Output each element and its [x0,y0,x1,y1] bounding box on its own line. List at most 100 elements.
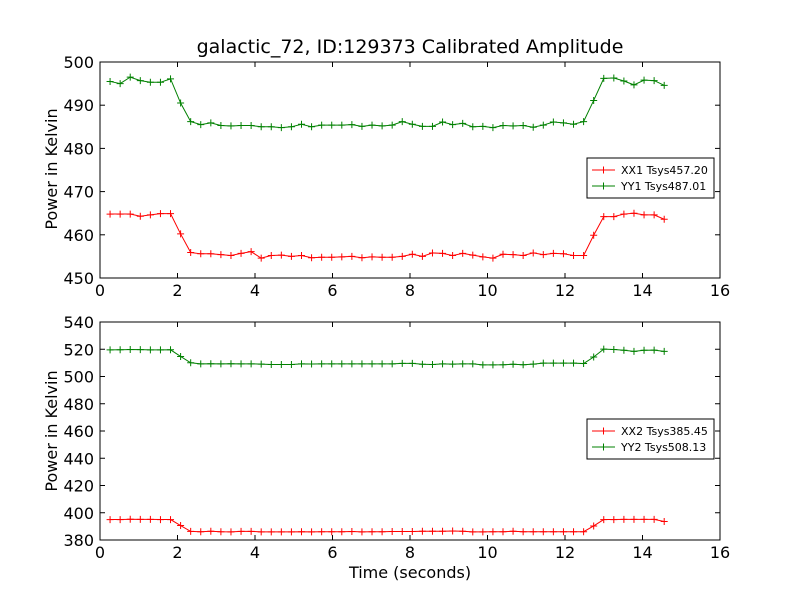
top-chart-ytick-label: 470 [63,183,94,202]
bottom-chart-series-0-point [338,528,346,536]
top-chart-series-0-point [267,252,275,260]
top-chart-series-1-point [570,120,578,128]
top-chart-series-0-point [539,251,547,259]
bottom-chart-series-1-point [428,361,436,369]
top-chart-series-0-point [298,252,305,260]
top-chart-series-0-point [650,211,658,219]
top-chart-series-0-point [469,251,477,259]
top-chart-series-1-point [499,122,507,130]
bottom-chart-series-1-point [277,361,285,369]
bottom-chart-series-0-point [277,528,285,536]
bottom-chart-series-0-point [640,515,648,523]
bottom-chart-series-1-point [348,360,356,368]
top-chart-series-1-point [640,76,648,84]
bottom-chart-series-0-point [207,527,215,535]
bottom-chart-series-0-point [630,515,638,523]
top-chart-series-1-point [368,121,376,129]
bottom-chart-series-1-point [136,346,144,354]
top-chart-xtick-label: 10 [477,281,497,300]
top-chart-series-0-point [418,252,426,260]
top-chart-series-0-point [237,249,245,257]
top-chart-series-1-point [318,121,326,129]
bottom-chart-series-0-point [499,528,507,536]
top-chart-series-1-point [388,121,396,129]
bottom-chart-series [106,345,668,536]
bottom-chart-series-1-point [358,360,366,368]
top-chart-legend-marker-1 [600,182,607,190]
top-chart-series-0-point [177,230,185,238]
bottom-chart-series-0-point [570,528,578,536]
bottom-chart-series-1-point [247,360,255,368]
bottom-chart-series-1-point [479,361,487,369]
top-chart-series-0-point [106,210,114,218]
bottom-chart-series-0-point [197,528,205,536]
top-chart-ytick-label: 460 [63,226,94,245]
bottom-chart-legend-marker-0 [600,427,607,435]
top-chart-ticks: 0 2 4 6 8 10 12 14 16 450 460 470 480 490 500 [63,53,730,300]
top-chart-series-1-point [489,124,497,132]
bottom-chart-ytick-label: 520 [63,340,94,359]
top-chart-series-0-point [428,249,436,257]
top-chart-series-0-point [318,253,326,261]
top-chart-series-1-point [167,75,175,83]
bottom-chart-xlabel: Time (seconds) [348,563,471,582]
top-chart-series-1-point [227,122,235,130]
top-chart-series-0-point [640,211,648,219]
bottom-chart-series-1-point [338,360,346,368]
bottom-chart-series-0-point [126,515,134,523]
top-chart-series-0-point [529,249,537,257]
top-chart-series-1-point [267,123,275,131]
top-chart-legend-box [586,157,715,199]
top-chart-series-1-point [559,119,567,127]
bottom-chart-series-1-point [167,346,175,354]
bottom-chart-series-0-point [177,522,185,530]
top-chart-xtick-label: 8 [405,281,415,300]
bottom-chart-series-1-point [570,359,578,367]
top-chart-series-1-point [408,120,416,128]
bottom-chart-series-0-point [439,527,447,535]
top-chart-series-0-point [308,254,316,262]
bottom-chart-xtick-label: 4 [250,543,260,562]
top-chart-legend-label-0: XX1 Tsys457.20 [621,164,708,177]
top-chart-xtick-label: 0 [95,281,105,300]
bottom-chart-series-1-point [499,361,507,369]
bottom-chart-series-0-point [539,528,547,536]
bottom-chart-series-1-point [489,361,497,369]
top-chart-series-0-point [489,254,497,262]
bottom-chart-series-0-point [227,528,235,536]
bottom-chart-series-1-point [650,346,658,354]
bottom-chart-series-0-point [187,527,195,535]
bottom-chart-series-1-point [610,346,618,354]
top-chart-series-0-point [247,248,255,256]
top-chart-series-1-point [106,77,114,85]
bottom-chart-series-1-point [267,361,275,369]
bottom-chart-series-0-point [509,527,517,535]
bottom-chart-series-0-point [529,528,537,536]
top-chart-ytick-label: 480 [63,139,94,158]
top-chart-series-1-point [449,121,457,129]
top-chart-series-1-point [156,78,164,86]
bottom-chart-series-1-point [519,361,527,369]
top-chart-series-1-point [348,121,356,129]
bottom-chart-ticks: 0 2 4 6 8 10 12 14 16 380 400 420 440 460 480 500 520 540 [63,313,730,562]
top-chart-series-1-point [298,120,305,128]
top-chart-series-1-point [328,121,336,129]
top-chart-series-0-point [519,252,527,260]
top-chart-series-1-point [590,96,598,104]
bottom-chart-ytick-label: 500 [63,368,94,387]
bottom-chart-series-1-point [237,360,245,368]
top-chart-series-1-point [509,122,517,130]
bottom-chart-series-0-point [308,528,316,536]
bottom-chart-series-1-point [257,360,265,368]
bottom-chart-series-0-point [469,528,477,536]
bottom-chart-series-0-point [106,516,114,524]
top-chart-series-1-point [207,119,215,127]
bottom-chart-series-0-point [590,522,598,530]
bottom-chart-series-0-point [167,516,175,524]
bottom-chart-series-0-point [600,516,608,524]
top-chart-series-0-point [287,252,295,260]
bottom-chart-series-1-point [660,347,668,355]
bottom-chart-series-1-point [217,360,225,368]
bottom-chart-series-0-point [348,528,356,536]
